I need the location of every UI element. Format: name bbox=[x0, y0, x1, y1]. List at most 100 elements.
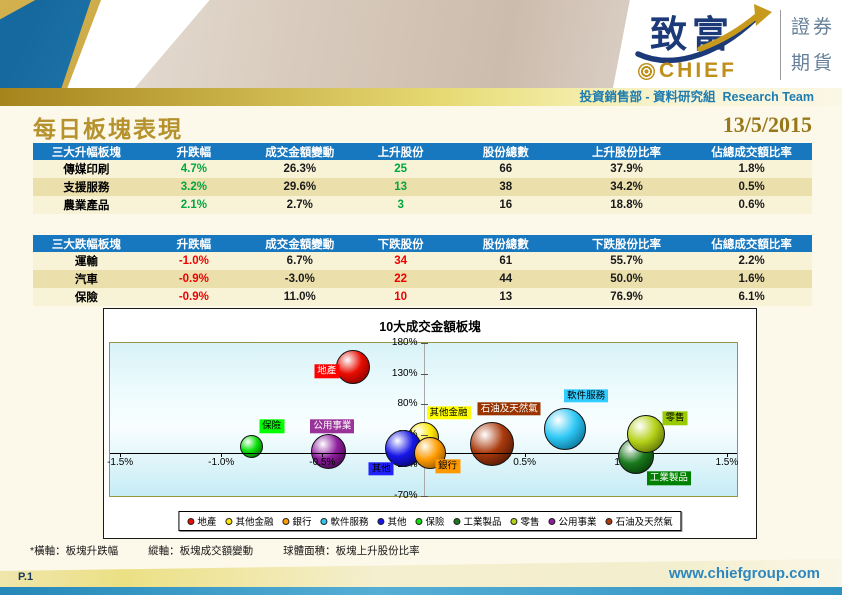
legend-marker-icon bbox=[187, 517, 195, 525]
chart-bubble-label: 工業製品 bbox=[646, 471, 691, 485]
column-header: 佔總成交額比率 bbox=[691, 235, 812, 252]
bottom-accent-strip bbox=[0, 587, 842, 595]
table-cell: 農業產品 bbox=[63, 200, 110, 212]
chart-bubble-label: 石油及天然氣 bbox=[477, 402, 541, 416]
chief-logo-english-row: CHIEF bbox=[638, 59, 737, 83]
table-cell: 13 bbox=[499, 291, 513, 303]
x-axis-tick-label: 1.5% bbox=[715, 457, 739, 469]
table-cell: 2.7% bbox=[286, 199, 313, 211]
table-row: 傳媒印刷 4.7% 26.3% 25 66 37.9% 1.8% bbox=[33, 160, 812, 178]
chart-bubble-label: 保險 bbox=[259, 419, 285, 434]
table-cell: 26.3% bbox=[283, 163, 317, 175]
legend-item: 其他金融 bbox=[225, 514, 273, 528]
column-header: 下跌股份比率 bbox=[561, 235, 692, 252]
table-cell: 3.2% bbox=[180, 181, 207, 193]
legend-item: 地產 bbox=[187, 514, 216, 528]
legend-item: 銀行 bbox=[282, 514, 311, 528]
column-header: 成交金額變動 bbox=[247, 235, 352, 252]
x-axis-tick-mark bbox=[120, 453, 122, 458]
chart-bubble-label: 其他 bbox=[368, 462, 394, 476]
table-cell: 38 bbox=[499, 181, 513, 193]
table-cell: 50.0% bbox=[610, 273, 643, 285]
table-cell: 61 bbox=[499, 255, 513, 267]
table-row: 保險 -0.9% 11.0% 10 13 76.9% 6.1% bbox=[33, 288, 812, 306]
legend-item: 軟件服務 bbox=[320, 514, 368, 528]
table-cell: 3 bbox=[397, 199, 404, 211]
table-cell: -0.9% bbox=[178, 273, 209, 285]
y-axis-tick-mark bbox=[420, 373, 428, 375]
legend-label: 零售 bbox=[520, 517, 540, 528]
table-cell: 16 bbox=[499, 199, 513, 211]
x-axis-tick-mark bbox=[524, 453, 526, 458]
y-axis-tick-label: 130% bbox=[391, 367, 418, 379]
legend-item: 石油及天然氣 bbox=[605, 514, 673, 528]
legend-label: 銀行 bbox=[292, 517, 312, 528]
column-header: 成交金額變動 bbox=[247, 143, 352, 160]
column-header: 三大升幅板塊 bbox=[33, 143, 140, 160]
table-cell: 運輸 bbox=[74, 256, 98, 268]
chart-bubble-label: 地產 bbox=[314, 364, 340, 379]
department-bar: 投資銷售部 - 資料研究組 Research Team bbox=[0, 88, 842, 106]
website-link[interactable]: www.chiefgroup.com bbox=[668, 565, 820, 582]
table-cell: -3.0% bbox=[284, 273, 315, 285]
logo-arrow-icon bbox=[635, 4, 772, 63]
legend-label: 其他金融 bbox=[235, 517, 274, 528]
table-cell: 1.6% bbox=[738, 273, 765, 285]
table-cell: 保險 bbox=[74, 292, 98, 304]
chart-bubble bbox=[544, 407, 587, 450]
y-axis-tick-label: 180% bbox=[391, 337, 418, 348]
table-cell: 76.9% bbox=[610, 291, 643, 303]
table-cell: 0.6% bbox=[738, 199, 765, 211]
chart-footnote: *橫軸：板塊升跌幅 縱軸：板塊成交額變動 球體面積：板塊上升股份比率 bbox=[30, 543, 450, 558]
logo-service-futures: 期貨 bbox=[791, 53, 836, 74]
y-axis-tick-mark bbox=[420, 434, 428, 436]
legend-label: 其他 bbox=[387, 517, 407, 528]
table-cell: 6.1% bbox=[738, 291, 765, 303]
x-axis-tick-label: -1.0% bbox=[208, 457, 235, 469]
chart-bubble bbox=[626, 415, 665, 454]
legend-label: 公用事業 bbox=[558, 517, 597, 528]
legend-item: 零售 bbox=[510, 514, 540, 528]
legend-item: 保險 bbox=[415, 514, 445, 528]
y-axis-tick-mark bbox=[420, 343, 428, 344]
chart-bubble-label: 銀行 bbox=[435, 459, 461, 473]
x-axis-tick-mark bbox=[726, 453, 728, 458]
department-line: 投資銷售部 - 資料研究組 Research Team bbox=[579, 90, 814, 104]
column-header: 上升股份比率 bbox=[561, 143, 692, 160]
chart-bubble bbox=[310, 433, 346, 469]
legend-label: 軟件服務 bbox=[330, 517, 369, 528]
legend-marker-icon bbox=[415, 517, 423, 525]
column-header: 升跌幅 bbox=[139, 235, 248, 252]
legend-label: 石油及天然氣 bbox=[615, 517, 673, 528]
table-cell: 34.2% bbox=[610, 181, 643, 193]
legend-item: 公用事業 bbox=[548, 514, 597, 528]
table-cell: 29.6% bbox=[283, 181, 317, 193]
top-losers-table: 三大跌幅板塊 升跌幅 成交金額變動 下跌股份 股份總數 下跌股份比率 佔總成交額比率 運輸 -… bbox=[33, 235, 812, 306]
legend-label: 地產 bbox=[197, 517, 217, 528]
column-header: 升跌幅 bbox=[139, 143, 248, 160]
chief-logo: 致富 CHIEF 證券 期貨 bbox=[634, 2, 839, 88]
y-axis-tick-mark bbox=[420, 404, 428, 406]
top-gainers-table: 三大升幅板塊 升跌幅 成交金額變動 上升股份 股份總數 上升股份比率 佔總成交額比率 傳媒印… bbox=[33, 143, 812, 214]
table-row: 支援服務 3.2% 29.6% 13 38 34.2% 0.5% bbox=[33, 178, 812, 196]
table-cell: 2.2% bbox=[738, 255, 765, 267]
footnote-y-axis: 縱軸：板塊成交額變動 bbox=[148, 545, 254, 557]
legend-label: 保險 bbox=[425, 517, 445, 528]
legend-marker-icon bbox=[453, 517, 461, 525]
y-axis-tick-label: 80% bbox=[397, 398, 418, 410]
column-header: 股份總數 bbox=[449, 143, 562, 160]
footnote-x-axis: *橫軸：板塊升跌幅 bbox=[30, 545, 119, 557]
table-cell: 34 bbox=[394, 255, 408, 267]
table-cell: 55.7% bbox=[610, 255, 643, 267]
chart-bubble-label: 公用事業 bbox=[310, 419, 355, 434]
legend-marker-icon bbox=[225, 517, 233, 525]
table-cell: 11.0% bbox=[283, 291, 316, 303]
table-cell: 支援服務 bbox=[63, 182, 110, 194]
chart-bubble bbox=[470, 421, 515, 466]
table-cell: 22 bbox=[394, 273, 408, 285]
header-taupe-band bbox=[134, 0, 630, 88]
table-cell: 4.7% bbox=[180, 163, 207, 175]
chief-rings-icon bbox=[638, 62, 655, 80]
legend-item: 其他 bbox=[377, 514, 407, 528]
